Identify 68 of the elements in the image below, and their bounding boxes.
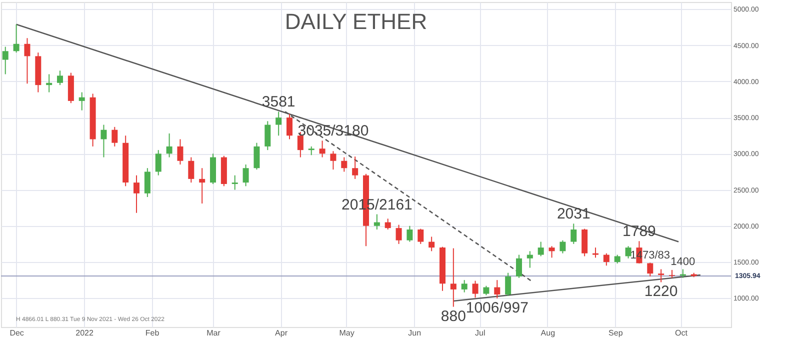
- candlestick: [264, 120, 271, 151]
- candlestick: [155, 150, 162, 176]
- candlestick: [396, 224, 402, 244]
- annotation: 2031: [556, 206, 590, 223]
- candlestick: [428, 236, 435, 252]
- annotation: 1400: [670, 256, 696, 268]
- candlestick: [177, 138, 184, 165]
- candlestick: [188, 156, 194, 184]
- candlestick: [516, 254, 522, 278]
- candlestick: [232, 174, 238, 190]
- candlestick: [483, 285, 490, 296]
- candlestick: [472, 280, 478, 298]
- candlestick: [13, 24, 20, 54]
- candlestick: [254, 142, 260, 170]
- candlestick: [384, 218, 391, 230]
- candlestick: [100, 124, 107, 158]
- x-tick-label: Aug: [540, 328, 556, 338]
- candlestick: [494, 280, 500, 299]
- candlestick: [505, 272, 512, 296]
- candlestick: [24, 38, 30, 84]
- candlestick: [538, 241, 544, 257]
- candlestick: [134, 174, 140, 214]
- x-tick-label: 2022: [76, 328, 94, 338]
- candlestick: [548, 246, 555, 258]
- candlestick: [570, 223, 577, 244]
- candlestick: [166, 132, 172, 158]
- x-tick-label: Jun: [408, 328, 422, 338]
- candlestick: [2, 46, 8, 75]
- candlestick: [647, 262, 654, 277]
- candlestick: [286, 113, 293, 140]
- candlestick: [450, 248, 456, 308]
- candlestick: [46, 74, 52, 93]
- candlestick: [560, 240, 566, 254]
- candlestick: [341, 156, 348, 172]
- annotation: 1789: [622, 223, 656, 240]
- x-tick-label: Apr: [275, 328, 288, 338]
- candlestick: [406, 225, 413, 242]
- annotation: 880: [440, 308, 466, 325]
- candlestick: [461, 280, 468, 293]
- candlestick: [276, 111, 282, 136]
- x-tick-label: Oct: [675, 328, 688, 338]
- candlestick: [352, 156, 358, 180]
- candlestick: [582, 228, 588, 257]
- x-tick-label: Mar: [206, 328, 221, 338]
- candlestick: [330, 150, 336, 170]
- candlestick: [625, 246, 632, 259]
- candlestick: [319, 140, 326, 158]
- candlestick: [526, 250, 533, 268]
- annotation: 1220: [644, 283, 678, 300]
- candlestick: [57, 70, 64, 86]
- candlestick: [592, 247, 598, 258]
- candlestick: [418, 228, 424, 244]
- chart-title: DAILY ETHER: [284, 9, 428, 34]
- x-tick-label: Dec: [10, 328, 24, 338]
- annotation: 1006/997: [466, 299, 528, 316]
- annotation: 3581: [262, 94, 296, 111]
- candlestick: [603, 252, 610, 266]
- candlestick: [658, 268, 664, 283]
- candlestick: [242, 164, 249, 187]
- x-tick-label: May: [339, 328, 354, 338]
- candlestick: [144, 168, 150, 198]
- candlestick: [78, 92, 85, 111]
- x-tick-label: Feb: [145, 328, 160, 338]
- candlestick: [374, 214, 380, 230]
- x-tick-label: Jul: [475, 328, 486, 338]
- candlestick: [112, 126, 118, 147]
- x-tick-label: Sep: [608, 328, 624, 338]
- candlestick: [199, 168, 206, 204]
